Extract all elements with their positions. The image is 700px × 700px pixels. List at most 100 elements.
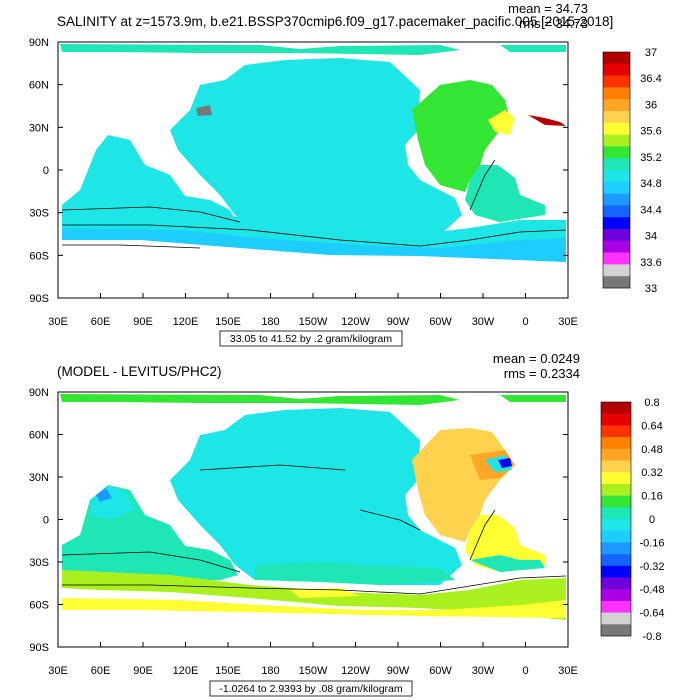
colorbar-label: 0.16 [641, 491, 662, 503]
y-tick-label: 30S [29, 557, 49, 569]
colorbar-swatch [601, 577, 631, 590]
colorbar-label: 36.4 [640, 73, 661, 85]
colorbar-frame [602, 51, 631, 289]
colorbar-swatch [603, 205, 630, 218]
colorbar-swatch [603, 252, 630, 265]
colorbar-label: 36 [645, 99, 657, 111]
panel-salinity: SALINITY at z=1573.9m, b.e21.BSSP370cmip… [29, 1, 662, 347]
colorbar-swatch [601, 413, 631, 426]
colorbar-label: 0.32 [641, 467, 662, 479]
y-tick-label: 0 [43, 515, 49, 527]
panel2-rms: rms = 0.2334 [504, 366, 580, 381]
x-tick-label: 30E [558, 316, 578, 328]
x-tick-label: 90E [133, 316, 153, 328]
colorbar-swatch [601, 554, 631, 567]
y-tick-label: 0 [43, 165, 49, 177]
x-tick-label: 60W [429, 316, 452, 328]
colorbar-swatch [601, 519, 631, 531]
x-tick-label: 180 [261, 316, 279, 328]
panel1-title: SALINITY at z=1573.9m, b.e21.BSSP370cmip… [57, 14, 613, 29]
x-tick-label: 90W [387, 665, 410, 677]
x-tick-label: 150E [215, 665, 241, 677]
colorbar-label: -0.32 [639, 561, 664, 573]
colorbar-swatch [601, 530, 631, 543]
colorbar-swatch [601, 565, 631, 578]
x-tick-label: 60W [429, 665, 452, 677]
y-tick-label: 90N [29, 387, 49, 399]
colorbar-swatch [601, 483, 631, 496]
colorbar-swatch [603, 240, 630, 253]
colorbar-swatch [601, 425, 631, 438]
colorbar-swatch [603, 52, 630, 65]
panel2-ticks: 30E 60E 90E 120E 150E 180 150W 120W 90W 60W 30W 0 30… [29, 387, 578, 677]
colorbar-swatch [603, 264, 630, 277]
x-tick-label: 150E [215, 316, 241, 328]
y-tick-label: 60N [29, 80, 49, 92]
x-tick-label: 30E [48, 665, 68, 677]
colorbar-label: 34 [645, 231, 657, 243]
colorbar-swatch [603, 63, 630, 76]
colorbar-label: -0.48 [639, 584, 664, 596]
colorbar-label: 35.6 [640, 126, 661, 138]
x-tick-label: 180 [261, 665, 279, 677]
x-tick-label: 60E [91, 316, 111, 328]
y-tick-label: 60N [29, 430, 49, 442]
colorbar-swatch [603, 276, 630, 289]
y-tick-label: 60S [29, 600, 49, 612]
y-tick-label: 30N [29, 472, 49, 484]
colorbar-label: 34.4 [640, 204, 661, 216]
colorbar-swatch [603, 158, 630, 171]
colorbar-swatch [603, 134, 630, 147]
colorbar-swatch [601, 472, 631, 485]
x-tick-label: 90E [133, 665, 153, 677]
panel2-colorbar: 0.8 0.64 0.48 0.32 0.16 0 -0.16 -0.32 -0.48 -0.64… [600, 397, 665, 643]
colorbar-label: 0 [649, 514, 655, 526]
x-tick-label: 30E [558, 665, 578, 677]
x-tick-label: 30W [472, 665, 495, 677]
panel1-range-box [219, 330, 403, 347]
colorbar-swatch [603, 170, 630, 183]
colorbar-swatch [603, 122, 630, 135]
panel2-range-label: -1.0264 to 2.9393 by .08 gram/kilogram [219, 683, 403, 695]
colorbar-swatch [603, 75, 630, 88]
panel1-map [58, 42, 568, 298]
x-tick-label: 150W [299, 316, 328, 328]
colorbar-swatch [601, 448, 631, 461]
colorbar-label: 33.6 [640, 257, 661, 269]
colorbar-label: 33 [645, 283, 657, 295]
colorbar-swatch [601, 437, 631, 450]
colorbar-label: 37 [645, 47, 657, 59]
colorbar-label: -0.8 [643, 631, 662, 643]
y-tick-label: 30S [29, 208, 49, 220]
panel2-range-box [209, 680, 413, 697]
panel2-map [58, 392, 568, 647]
x-tick-label: 60E [91, 665, 111, 677]
colorbar-swatch [603, 146, 630, 159]
colorbar-label: 0.64 [641, 420, 662, 432]
x-tick-label: 120W [341, 316, 370, 328]
colorbar-frame [600, 401, 632, 637]
colorbar-swatch [603, 217, 630, 230]
colorbar-swatch [601, 624, 631, 637]
colorbar-label: 35.2 [640, 152, 661, 164]
colorbar-swatch [601, 402, 631, 414]
x-tick-label: 0 [522, 665, 528, 677]
panel1-mean: mean = 34.73 [508, 1, 588, 16]
colorbar-swatch [603, 229, 630, 242]
colorbar-label: 34.8 [640, 178, 661, 190]
y-tick-label: 90N [29, 37, 49, 49]
colorbar-label: -0.64 [639, 608, 664, 620]
panel1-colorbar: 37 36.4 36 35.6 35.2 34.8 34.4 34 33.6 33 [602, 47, 662, 295]
colorbar-label: 0.48 [641, 444, 662, 456]
x-tick-label: 150W [299, 665, 328, 677]
x-tick-label: 120W [341, 665, 370, 677]
y-tick-label: 90S [29, 293, 49, 305]
colorbar-swatch [601, 495, 631, 508]
colorbar-swatch [601, 600, 631, 613]
colorbar-swatch [603, 181, 630, 194]
colorbar-label: 0.8 [644, 397, 659, 409]
colorbar-swatch [603, 87, 630, 100]
y-tick-label: 60S [29, 250, 49, 262]
panel-difference: (MODEL - LEVITUS/PHC2) mean = 0.0249 rms… [29, 351, 665, 697]
